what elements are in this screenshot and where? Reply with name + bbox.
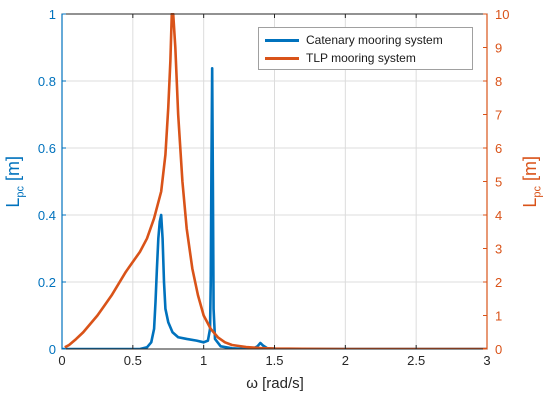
legend-swatch-catenary	[265, 38, 299, 42]
left-axis-ticks: 0 0.2 0.4 0.6 0.8 1	[38, 7, 66, 357]
left-tick-label: 0.6	[38, 141, 56, 156]
x-tick-label: 2	[342, 353, 349, 368]
right-tick-label: 2	[495, 275, 502, 290]
x-tick-label: 2.5	[407, 353, 425, 368]
right-axis-label-sub: pc	[531, 185, 544, 198]
legend: Catenary mooring system TLP mooring syst…	[258, 27, 473, 70]
right-tick-label: 3	[495, 242, 502, 257]
left-axis-label-main: L	[3, 197, 24, 208]
right-tick-label: 9	[495, 41, 502, 56]
right-tick-label: 8	[495, 74, 502, 89]
x-tick-label: 3	[483, 353, 490, 368]
left-axis-label-unit: [m]	[3, 155, 24, 181]
legend-item-catenary: Catenary mooring system	[265, 31, 443, 49]
left-axis-label-sub: pc	[14, 185, 27, 198]
right-tick-label: 0	[495, 342, 502, 357]
legend-label-catenary: Catenary mooring system	[306, 33, 443, 47]
legend-swatch-tlp	[265, 56, 299, 60]
right-tick-label: 7	[495, 108, 502, 123]
x-tick-label: 0	[58, 353, 65, 368]
left-tick-label: 0.4	[38, 208, 56, 223]
legend-label-tlp: TLP mooring system	[306, 51, 416, 65]
right-axis-ticks: 0 1 2 3 4 5 6 7 8 9 10	[483, 7, 509, 357]
right-tick-label: 5	[495, 175, 502, 190]
right-tick-label: 10	[495, 7, 509, 22]
x-tick-label: 0.5	[124, 353, 142, 368]
left-tick-label: 0.8	[38, 74, 56, 89]
left-tick-label: 0.2	[38, 275, 56, 290]
right-tick-label: 6	[495, 141, 502, 156]
x-axis-label: ω [rad/s]	[246, 375, 304, 392]
right-axis-label-main: L	[520, 197, 541, 208]
right-axis-label: Lpc [m]	[520, 155, 544, 207]
left-tick-label: 0	[49, 342, 56, 357]
left-axis-label: Lpc [m]	[3, 155, 27, 207]
left-tick-label: 1	[49, 7, 56, 22]
right-axis-label-unit: [m]	[520, 155, 541, 181]
right-tick-label: 4	[495, 208, 502, 223]
x-tick-label: 1	[200, 353, 207, 368]
x-tick-label: 1.5	[265, 353, 283, 368]
legend-item-tlp: TLP mooring system	[265, 49, 416, 67]
right-tick-label: 1	[495, 309, 502, 324]
